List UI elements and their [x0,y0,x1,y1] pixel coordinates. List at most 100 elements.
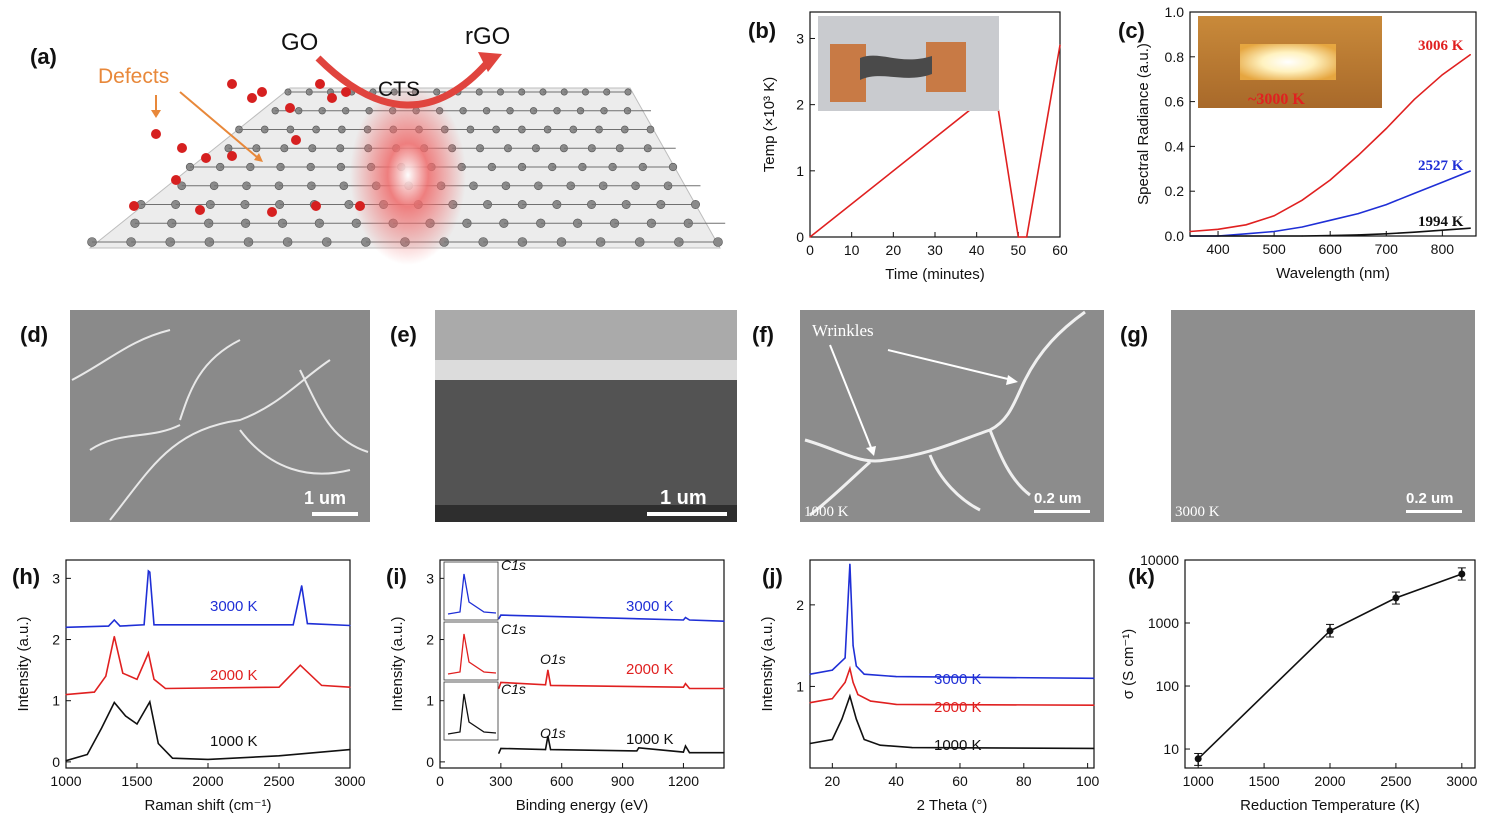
data-point [1273,230,1275,233]
x-tick-label: 60 [1052,242,1068,258]
scale-bar-label: 0.2 um [1406,490,1454,507]
data-point [136,678,138,680]
oxygen-atom [315,79,325,89]
data-point [852,681,854,683]
y-tick-label: 3 [426,570,434,586]
x-tick-label: 600 [1319,241,1343,257]
plot-frame [1184,559,1476,769]
copper-electrode-right [926,42,966,92]
data-point [498,752,500,754]
data-point [1217,235,1219,237]
series-line [65,569,351,629]
data-point [879,744,881,746]
y-tick-label: 2 [426,632,434,648]
data-point [1189,235,1191,237]
data-point [841,718,843,720]
oxygen-atom [291,135,301,145]
carbon-atom [691,200,700,209]
wrinkles-arrow-1-head [866,446,876,456]
rgo-film [860,55,932,80]
x-tick-label: 40 [888,773,904,789]
y-tick-label: 10 [1163,741,1179,757]
x-tick-label: 500 [1262,241,1286,257]
y-tick-label: 10000 [1140,552,1179,568]
data-point [911,747,913,749]
temperature-label: 3000 K [1175,504,1220,520]
data-point [1357,154,1359,156]
data-point [831,738,833,741]
schematic-panel: (a) GO rGO CTS Defects [30,23,726,265]
defect-arrow-1-head [151,110,161,118]
data-point [143,624,145,626]
data-point [147,570,149,572]
x-tick-label: 30 [927,242,943,258]
data-point [723,752,725,754]
data-point [1385,127,1387,130]
data-point [349,749,351,751]
y-axis-label: Intensity (a.u.) [389,616,406,711]
data-point [1245,233,1247,235]
substrate [435,505,737,522]
c1s-peak [447,693,497,735]
y-tick-label: 0 [52,754,60,770]
data-point [153,624,155,626]
data-point [1093,704,1095,706]
c1s-peak [447,633,497,675]
data-point [1413,231,1415,233]
y-tick-label: 1 [796,678,804,694]
data-point [1059,44,1061,46]
glowing-film [1240,44,1336,80]
data-point [849,563,851,565]
x-axis-label: Binding energy (eV) [516,797,649,814]
plot-frame [439,559,725,769]
data-point [1189,230,1191,233]
y-tick-label: 100 [1156,678,1180,694]
data-point [349,686,351,688]
oxygen-atom [177,143,187,153]
y-tick-label: 1 [52,693,60,709]
data-point [831,669,833,671]
data-point [831,698,833,700]
data-point [684,682,687,685]
oxygen-atom [267,207,277,217]
y-tick-label: 0 [796,229,804,245]
x-axis-label: Wavelength (nm) [1276,265,1390,282]
data-point [147,652,149,654]
defects-label: Defects [98,65,169,88]
data-point [852,645,854,647]
chart-b: 0 10 20 30 40 50 60 0 1 2 3 Time (minutes) Temp (×10… [761,11,1068,283]
data-point [549,749,552,751]
data-point [207,758,209,761]
data-point [849,667,851,670]
oxygen-atom [227,151,237,161]
series-label: 3006 K [1418,38,1464,54]
oxygen-atom [311,201,321,211]
data-point [65,626,67,628]
series-line [65,699,351,762]
sem-background [800,310,1104,522]
series-label: 2527 K [1418,158,1464,174]
oxygen-atom [151,129,161,139]
panel-label-d: (d) [20,322,48,347]
data-point [844,657,846,659]
x-tick-label: 2000 [1314,773,1345,789]
data-point [1245,224,1247,226]
inset-temperature-label: ~3000 K [1248,91,1305,108]
data-point [306,623,308,625]
data-point [1017,236,1019,238]
rgo-label: rGO [465,23,510,50]
chart-i: 0 300 600 900 1200 0 1 2 3 Binding energy (eV) Int… [389,557,725,814]
data-point [638,747,640,749]
data-point [1301,235,1303,237]
series-label: 2000 K [210,667,258,684]
inset-photo-b [818,16,999,111]
data-point [544,749,547,751]
chart-k: 1000 1500 2000 2500 3000 10 100 1000 10000 Reduct… [1120,552,1478,814]
series-label: 3000 K [626,598,674,615]
x-tick-label: 40 [969,242,985,258]
scale-bar-label: 1 um [304,488,346,508]
oxygen-atoms [129,79,365,217]
data-point [863,673,865,675]
data-point [500,614,502,616]
